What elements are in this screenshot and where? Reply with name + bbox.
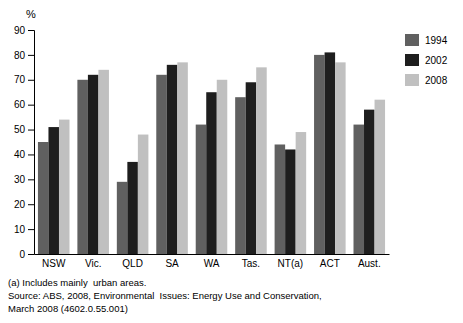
footnote: (a) Includes mainly urban areas. <box>8 277 146 288</box>
legend-swatch <box>405 54 419 66</box>
x-tick: WA <box>204 258 220 269</box>
legend-swatch <box>405 74 419 86</box>
x-tick-label: QLD <box>122 258 143 269</box>
bar <box>206 92 217 254</box>
y-tick: 70 <box>14 74 34 85</box>
y-tick-label: 90 <box>14 25 26 36</box>
y-tick-label: 60 <box>14 99 26 110</box>
bars <box>38 52 385 254</box>
x-tick: NT(a) <box>278 258 304 269</box>
bar <box>235 97 246 254</box>
bar <box>364 110 375 254</box>
legend-item: 1994 <box>405 34 448 46</box>
footnote: March 2008 (4602.0.55.001) <box>8 303 128 314</box>
bar <box>167 65 178 254</box>
y-tick: 10 <box>14 224 34 235</box>
y-tick: 40 <box>14 149 34 160</box>
bar <box>156 75 167 254</box>
legend-item: 2002 <box>405 54 448 66</box>
y-tick: 60 <box>14 99 34 110</box>
bar <box>117 182 128 254</box>
x-tick-label: NT(a) <box>278 258 304 269</box>
y-tick: 0 <box>19 249 34 260</box>
x-tick-label: NSW <box>42 258 66 269</box>
x-tick-label: Tas. <box>242 258 260 269</box>
bar <box>177 62 188 254</box>
y-tick-mark <box>28 30 34 31</box>
y-tick-label: 70 <box>14 74 26 85</box>
bar <box>127 162 138 254</box>
y-tick: 90 <box>14 25 34 36</box>
y-tick-label: 40 <box>14 149 26 160</box>
x-tick: QLD <box>122 258 143 269</box>
bar <box>354 125 365 254</box>
plot: 0 10 20 30 40 50 60 70 80 90 NSW Vic. QLD SA WA Tas. NT(… <box>14 25 390 269</box>
x-tick: Tas. <box>242 258 260 269</box>
y-tick-mark <box>28 179 34 180</box>
x-tick-label: ACT <box>320 258 340 269</box>
legend-label: 1994 <box>425 35 448 46</box>
bar-series <box>48 52 374 254</box>
legend-label: 2002 <box>425 55 448 66</box>
bar <box>296 132 307 254</box>
y-axis: 0 10 20 30 40 50 60 70 80 90 <box>14 25 35 260</box>
x-tick: ACT <box>320 258 340 269</box>
bar <box>38 142 49 254</box>
x-tick: NSW <box>42 258 66 269</box>
y-tick-mark <box>28 130 34 131</box>
x-tick: Aust. <box>358 258 381 269</box>
x-tick: SA <box>165 258 179 269</box>
y-tick-mark <box>28 229 34 230</box>
x-tick-label: WA <box>204 258 220 269</box>
y-tick: 30 <box>14 174 34 185</box>
x-axis-line <box>35 254 390 255</box>
y-tick-label: 20 <box>14 199 26 210</box>
y-tick-mark <box>28 55 34 56</box>
y-tick-mark <box>28 80 34 81</box>
y-tick: 20 <box>14 199 34 210</box>
footnote: Source: ABS, 2008, Environmental Issues:… <box>8 290 322 301</box>
bar <box>285 149 296 254</box>
x-tick-label: SA <box>165 258 179 269</box>
y-tick-mark <box>28 254 34 255</box>
bar <box>275 144 286 254</box>
bar <box>325 52 336 254</box>
y-tick-label: 10 <box>14 224 26 235</box>
bar <box>138 135 149 254</box>
bar <box>246 82 257 254</box>
bar <box>98 70 109 254</box>
y-tick-mark <box>28 204 34 205</box>
y-tick-label: 80 <box>14 50 26 61</box>
x-tick-label: Aust. <box>358 258 381 269</box>
bar <box>59 120 70 254</box>
y-tick: 80 <box>14 50 34 61</box>
y-axis-line <box>28 31 35 255</box>
y-axis-label: % <box>26 8 36 20</box>
y-tick-label: 0 <box>19 249 25 260</box>
y-tick-mark <box>28 154 34 155</box>
x-axis: NSW Vic. QLD SA WA Tas. NT(a) ACT Aust. <box>35 255 390 270</box>
chart: 0 10 20 30 40 50 60 70 80 90 NSW Vic. QLD SA WA Tas. NT(… <box>0 0 463 323</box>
bar <box>48 127 59 254</box>
bar <box>196 125 207 254</box>
y-tick-label: 50 <box>14 124 26 135</box>
bar <box>314 55 325 254</box>
legend-swatch <box>405 34 419 46</box>
bar <box>77 80 88 254</box>
legend: 1994 2002 2008 <box>405 34 448 86</box>
bar <box>375 100 386 254</box>
x-tick: Vic. <box>85 258 102 269</box>
y-tick-label: 30 <box>14 174 26 185</box>
y-tick: 50 <box>14 124 34 135</box>
x-tick-label: Vic. <box>85 258 102 269</box>
legend-label: 2008 <box>425 75 448 86</box>
bar <box>217 80 228 254</box>
y-tick-mark <box>28 105 34 106</box>
bar <box>88 75 99 254</box>
bar-series <box>38 55 364 254</box>
bar <box>256 67 267 254</box>
bar-series <box>59 62 385 254</box>
legend-item: 2008 <box>405 74 448 86</box>
bar <box>335 62 346 254</box>
